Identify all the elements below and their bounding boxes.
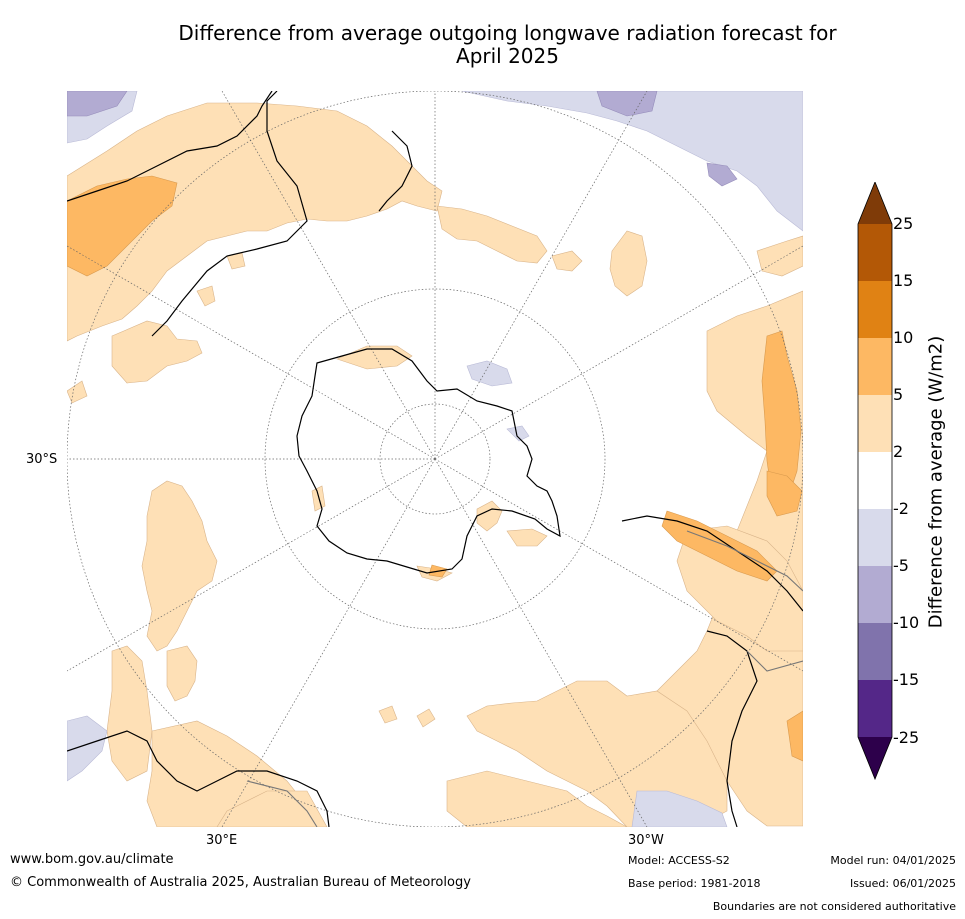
footer-base-period: Base period: 1981-2018: [628, 877, 761, 890]
lon-label-30w: 30°W: [628, 833, 664, 848]
colorbar-band-2-5: [858, 395, 892, 452]
new-zealand-coast: [378, 130, 413, 212]
colorbar-tick-neg25: -25: [893, 728, 920, 747]
colorbar-tick-15: 15: [893, 271, 914, 290]
anomaly-negative-5-10: [67, 91, 738, 187]
colorbar-band-5-10: [858, 338, 892, 395]
coastlines: [67, 91, 803, 827]
footer-disclaimer: Boundaries are not considered authoritat…: [712, 900, 956, 913]
polar-map: [67, 91, 803, 827]
south-america-coast: [621, 515, 803, 612]
colorbar: [857, 182, 893, 781]
title-line-1: Difference from average outgoing longwav…: [178, 21, 837, 45]
colorbar-tick-neg5: -5: [893, 556, 909, 575]
africa-coast: [67, 730, 330, 827]
colorbar-tick-5: 5: [893, 385, 904, 404]
colorbar-tick-10: 10: [893, 328, 914, 347]
colorbar-tick-2: 2: [893, 442, 904, 461]
lon-label-30e: 30°E: [206, 833, 238, 848]
footer-model: Model: ACCESS-S2: [628, 854, 730, 867]
colorbar-title: Difference from average (W/m2): [925, 335, 947, 629]
lat-label-30s: 30°S: [26, 452, 58, 467]
colorbar-over-triangle: [858, 182, 892, 224]
colorbar-band-neg-15-25: [858, 680, 892, 737]
anomaly-negative-2-5: [67, 91, 803, 827]
colorbar-band-neutral: [858, 452, 892, 509]
colorbar-band-neg-10-15: [858, 623, 892, 680]
colorbar-tick-neg2: -2: [893, 499, 909, 518]
country-borders: [246, 530, 803, 827]
colorbar-tick-neg10: -10: [893, 613, 920, 632]
colorbar-band-10-15: [858, 281, 892, 338]
footer-model-run: Model run: 04/01/2025: [830, 854, 956, 867]
anomaly-positive-5-10: [67, 91, 803, 762]
footer-copyright: © Commonwealth of Australia 2025, Austra…: [10, 875, 471, 890]
anomaly-positive-2-5: [67, 102, 803, 827]
colorbar-tick-25: 25: [893, 214, 914, 233]
footer-url: www.bom.gov.au/climate: [10, 852, 174, 867]
colorbar-tick-neg15: -15: [893, 670, 920, 689]
colorbar-band-15-25: [858, 224, 892, 281]
footer-issued: Issued: 06/01/2025: [849, 877, 956, 890]
antarctica-coast: [296, 348, 561, 574]
colorbar-under-triangle: [858, 737, 892, 779]
australia-coast: [151, 91, 308, 337]
title-line-2: April 2025: [456, 44, 559, 68]
colorbar-band-neg-2-5: [858, 509, 892, 566]
graticule: [67, 91, 803, 827]
colorbar-band-neg-5-10: [858, 566, 892, 623]
chart-title: Difference from average outgoing longwav…: [100, 22, 915, 68]
